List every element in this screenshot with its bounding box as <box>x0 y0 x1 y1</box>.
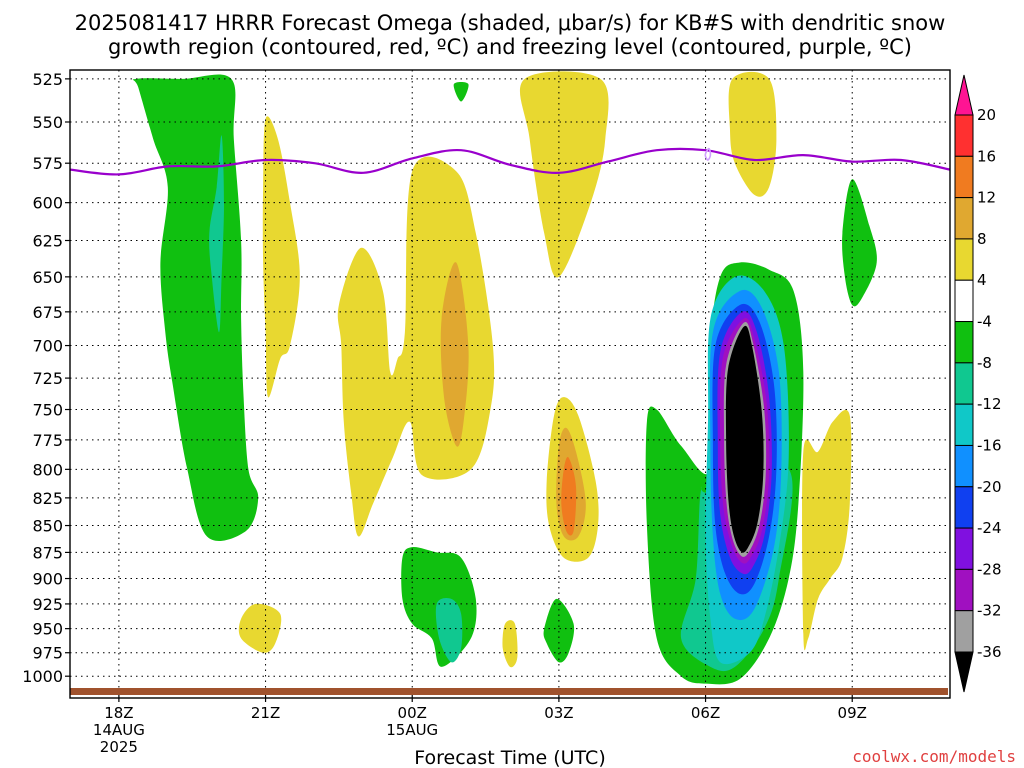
colorbar-label: -24 <box>977 519 1002 537</box>
colorbar-label: -8 <box>977 354 992 372</box>
y-tick-label: 525 <box>32 70 63 89</box>
omega-region-yellow-top-06z <box>728 71 777 197</box>
colorbar-segment <box>954 568 974 612</box>
omega-region-yellow-small-21z <box>238 603 282 653</box>
y-tick-label: 575 <box>32 154 63 173</box>
colorbar-segment <box>954 155 974 199</box>
y-tick-label: 700 <box>32 337 63 356</box>
y-tick-label: 550 <box>32 113 63 132</box>
y-tick-label: 675 <box>32 303 63 322</box>
y-tick-label: 775 <box>32 431 63 450</box>
colorbar-segment <box>954 486 974 529</box>
y-tick-label: 975 <box>32 644 63 663</box>
ground-surface-bar <box>70 688 948 695</box>
credit-label: coolwx.com/models <box>852 747 1016 766</box>
colorbar-segment <box>954 362 974 405</box>
omega-region-green-03z-small <box>543 598 575 663</box>
colorbar-label: 20 <box>977 106 996 124</box>
omega-region-yellow-21z <box>262 116 300 398</box>
x-tick-label: 15AUG <box>386 721 438 739</box>
colorbar-label: -16 <box>977 436 1002 454</box>
colorbar-label: -4 <box>977 313 992 331</box>
x-tick-label: 09Z <box>838 704 867 722</box>
omega-region-black-06z <box>725 325 764 553</box>
colorbar-bottom-arrow <box>954 651 974 693</box>
omega-region-green-small-09z-top <box>842 179 877 307</box>
colorbar-segment <box>954 238 974 281</box>
y-tick-label: 750 <box>32 401 63 420</box>
colorbar-segment <box>954 444 974 488</box>
colorbar-segment <box>954 279 974 323</box>
y-tick-label: 875 <box>32 543 63 562</box>
omega-region-gold-mid <box>440 262 469 447</box>
plot-frame <box>69 69 951 699</box>
omega-region-orange-03z-low <box>561 457 577 536</box>
colorbar-label: -36 <box>977 643 1002 661</box>
colorbar-segment <box>954 403 974 446</box>
colorbar-top-arrow <box>954 74 974 116</box>
y-tick-label: 650 <box>32 268 63 287</box>
y-tick-label: 900 <box>32 570 63 589</box>
omega-region-teal-00z-low <box>435 597 463 663</box>
colorbar-label: 4 <box>977 271 987 289</box>
colorbar-segment <box>954 610 974 653</box>
colorbar: 20 16 12 8 4 -4 -8 -12 -16 -20 -24 -28 -32 -36 <box>954 74 1002 693</box>
y-axis: 525 550 575 600 625 650 675 700 725 750 775 800 825 8… <box>22 70 70 686</box>
x-tick-label: 18Z <box>104 704 133 722</box>
y-tick-label: 625 <box>32 231 63 250</box>
omega-region-green-band-left <box>132 74 259 542</box>
title-line-1: 2025081417 HRRR Forecast Omega (shaded, … <box>75 11 946 35</box>
omega-region-yellow-small-02z <box>502 620 518 668</box>
omega-region-green-tiny-top <box>453 82 469 102</box>
grid-lines <box>70 70 950 690</box>
x-tick-label: 14AUG <box>93 721 145 739</box>
omega-region-teal-left <box>209 135 224 333</box>
omega-region-yellow-03z-top <box>519 71 609 278</box>
y-tick-label: 950 <box>32 620 63 639</box>
y-tick-label: 850 <box>32 517 63 536</box>
y-tick-label: 725 <box>32 369 63 388</box>
colorbar-label: -28 <box>977 560 1002 578</box>
y-tick-label: 1000 <box>22 667 63 686</box>
omega-shading <box>132 71 877 685</box>
colorbar-segment <box>954 321 974 364</box>
colorbar-segment <box>954 197 974 240</box>
x-tick-label: 03Z <box>544 704 573 722</box>
colorbar-label: -32 <box>977 602 1002 620</box>
x-tick-label: 06Z <box>691 704 720 722</box>
contours <box>70 147 950 176</box>
omega-region-yellow-09z-right <box>802 409 852 651</box>
x-axis-title: Forecast Time (UTC) <box>414 747 605 768</box>
colorbar-segment <box>954 527 974 570</box>
colorbar-label: -20 <box>977 478 1002 496</box>
x-tick-label: 21Z <box>251 704 280 722</box>
x-tick-label: 2025 <box>100 738 138 756</box>
plot-area <box>69 69 951 699</box>
colorbar-label: 16 <box>977 147 996 165</box>
title-line-2: growth region (contoured, red, ºC) and f… <box>108 35 912 59</box>
y-tick-label: 825 <box>32 489 63 508</box>
snow-growth-contour <box>704 147 712 161</box>
colorbar-label: 8 <box>977 230 987 248</box>
colorbar-label: 12 <box>977 189 996 207</box>
x-tick-label: 00Z <box>398 704 427 722</box>
y-tick-label: 925 <box>32 595 63 614</box>
colorbar-label: -12 <box>977 395 1002 413</box>
colorbar-segment <box>954 114 974 157</box>
y-tick-label: 800 <box>32 460 63 479</box>
freezing-level-line <box>70 147 950 176</box>
y-tick-label: 600 <box>32 194 63 213</box>
